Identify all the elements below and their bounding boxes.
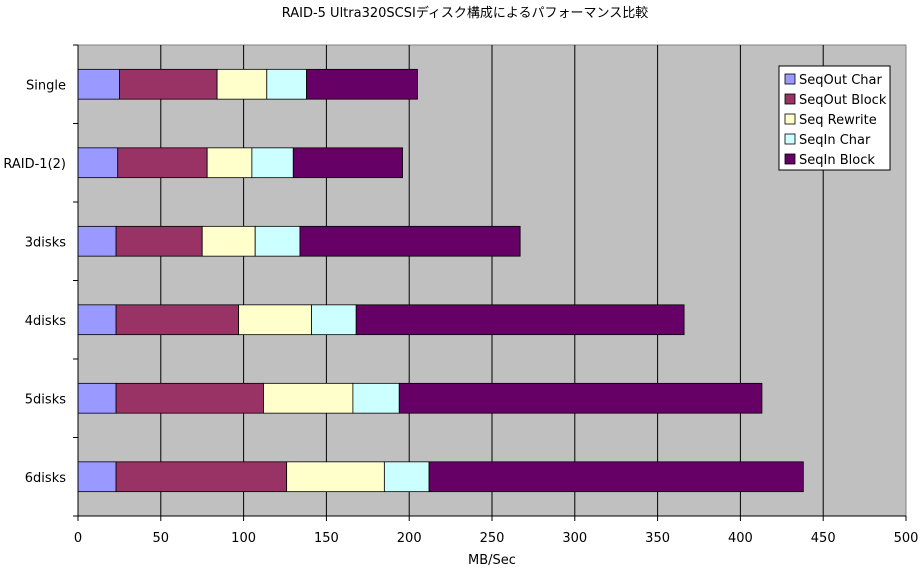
- bar-segment: [311, 304, 357, 336]
- legend-swatch: [784, 93, 796, 105]
- legend: SeqOut Char SeqOut Block Seq Rewrite SeqIn …: [778, 65, 891, 171]
- bar-segment: [251, 147, 294, 179]
- chart-title: RAID-5 Ultra320SCSIディスク構成によるパフォーマンス比較: [282, 5, 649, 21]
- bar-segment: [115, 461, 288, 493]
- bar-segment: [115, 304, 240, 336]
- bar-segment: [201, 225, 256, 257]
- category-labels: Single RAID-1(2) 3disks 4disks 5disks 6disks: [3, 78, 66, 486]
- category-label: RAID-1(2): [3, 157, 66, 172]
- legend-label: SeqIn Block: [799, 153, 875, 168]
- legend-swatch: [784, 113, 796, 125]
- bar-segment: [398, 382, 763, 414]
- bar-segment: [77, 147, 119, 179]
- bar-segment: [77, 68, 120, 100]
- bar-segment: [117, 147, 208, 179]
- bar-segment: [383, 461, 430, 493]
- x-tick-label: 100: [231, 531, 256, 546]
- bar-segment: [115, 225, 203, 257]
- bar-segment: [206, 147, 253, 179]
- x-tick-label: 350: [645, 531, 670, 546]
- x-axis-label: MB/Sec: [468, 553, 516, 568]
- x-tick-label: 50: [153, 531, 170, 546]
- x-tick-label: 400: [728, 531, 753, 546]
- x-tick-label: 500: [894, 531, 919, 546]
- bar-segment: [216, 68, 268, 100]
- bar-segment: [119, 68, 218, 100]
- x-tick-label: 300: [562, 531, 587, 546]
- legend-label: Seq Rewrite: [799, 113, 877, 128]
- bar-segment: [292, 147, 403, 179]
- legend-swatch: [784, 133, 796, 145]
- x-tick-label: 150: [314, 531, 339, 546]
- x-tick-label: 450: [811, 531, 836, 546]
- bar-segment: [286, 461, 385, 493]
- category-label: 6disks: [25, 471, 66, 486]
- x-tick-label: 250: [480, 531, 505, 546]
- bar-segment: [355, 304, 685, 336]
- x-tick-label: 0: [74, 531, 82, 546]
- legend-label: SeqOut Block: [799, 93, 887, 108]
- legend-label: SeqOut Char: [799, 73, 882, 88]
- category-label: Single: [26, 78, 66, 93]
- category-label: 5disks: [25, 392, 66, 407]
- bar-segment: [77, 382, 117, 414]
- legend-swatch: [784, 153, 796, 165]
- bar-segment: [266, 68, 307, 100]
- legend-swatch: [784, 73, 796, 85]
- bar-segment: [263, 382, 354, 414]
- bar-segment: [77, 225, 117, 257]
- category-label: 3disks: [25, 235, 66, 250]
- y-axis-ticks: [73, 44, 78, 517]
- bar-segment: [299, 225, 521, 257]
- bar-segment: [306, 68, 418, 100]
- bar-segment: [254, 225, 301, 257]
- bar-segment: [77, 461, 117, 493]
- x-tick-label: 200: [397, 531, 422, 546]
- bar-segment: [115, 382, 264, 414]
- legend-label: SeqIn Char: [799, 133, 871, 148]
- bar-segment: [428, 461, 804, 493]
- category-label: 4disks: [25, 314, 66, 329]
- bars: [77, 68, 804, 493]
- x-axis-ticks: 0 50 100 150 200 250 300 350 400 450 500: [74, 516, 919, 546]
- bar-segment: [352, 382, 400, 414]
- legend-box: [778, 65, 891, 171]
- bar-segment: [77, 304, 117, 336]
- bar-segment: [238, 304, 312, 336]
